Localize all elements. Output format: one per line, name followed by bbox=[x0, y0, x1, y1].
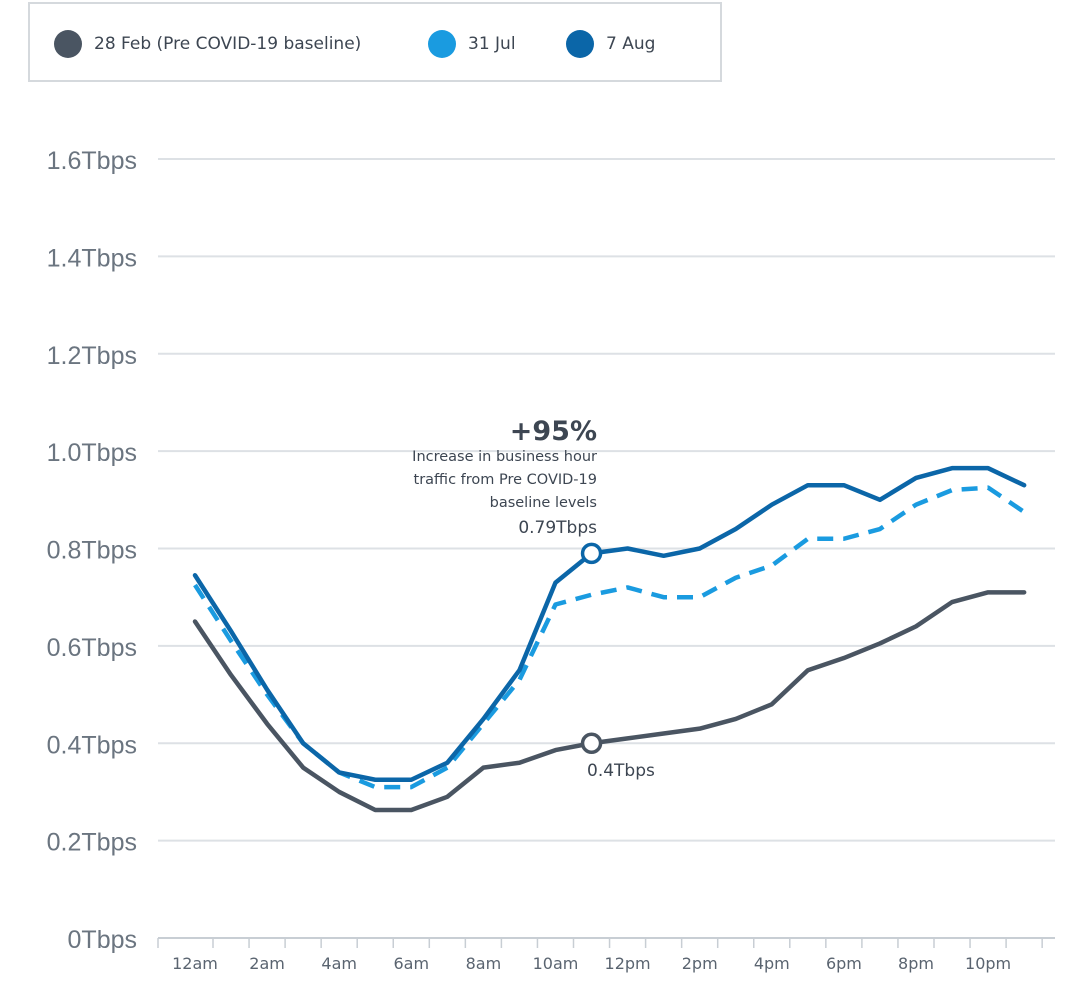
annotation-low-value: 0.4Tbps bbox=[587, 761, 655, 781]
y-tick-label: 1.2Tbps bbox=[47, 342, 137, 370]
legend-item-31jul[interactable]: 31 Jul bbox=[428, 30, 516, 58]
x-tick-label: 4am bbox=[321, 954, 357, 973]
chart-legend: 28 Feb (Pre COVID-19 baseline) 31 Jul 7 … bbox=[28, 2, 722, 82]
series-line-0 bbox=[192, 590, 1027, 813]
legend-item-7aug[interactable]: 7 Aug bbox=[566, 30, 655, 58]
legend-label: 28 Feb (Pre COVID-19 baseline) bbox=[94, 34, 362, 54]
x-tick-label: 8am bbox=[466, 954, 502, 973]
y-tick-label: 1.4Tbps bbox=[47, 244, 137, 272]
x-tick-label: 4pm bbox=[754, 954, 790, 973]
x-tick-label: 2pm bbox=[682, 954, 718, 973]
y-tick-label: 1.0Tbps bbox=[47, 439, 137, 467]
x-tick-label: 8pm bbox=[898, 954, 934, 973]
y-tick-label: 0.8Tbps bbox=[47, 537, 137, 565]
x-tick-label: 10pm bbox=[965, 954, 1011, 973]
x-tick-label: 6am bbox=[394, 954, 430, 973]
x-tick-label: 12pm bbox=[605, 954, 651, 973]
legend-swatch bbox=[566, 30, 594, 58]
x-tick-label: 12am bbox=[172, 954, 218, 973]
legend-swatch bbox=[54, 30, 82, 58]
legend-label: 31 Jul bbox=[468, 34, 516, 54]
x-tick-label: 10am bbox=[533, 954, 579, 973]
y-tick-label: 0.2Tbps bbox=[47, 829, 137, 857]
legend-label: 7 Aug bbox=[606, 34, 656, 54]
highlight-point-low bbox=[580, 732, 603, 754]
x-tick-label: 2am bbox=[249, 954, 285, 973]
series-line-1 bbox=[193, 485, 1026, 790]
annotation-high-value: 0.79Tbps bbox=[518, 518, 597, 538]
legend-item-28feb[interactable]: 28 Feb (Pre COVID-19 baseline) bbox=[54, 30, 361, 58]
series-line-2 bbox=[192, 465, 1027, 783]
x-tick-label: 6pm bbox=[826, 954, 862, 973]
legend-swatch bbox=[428, 30, 456, 58]
annotation-text: Increase in business hour bbox=[412, 449, 597, 465]
y-tick-label: 0Tbps bbox=[68, 926, 137, 954]
annotation-headline: +95% bbox=[510, 416, 597, 447]
y-tick-label: 1.6Tbps bbox=[47, 147, 137, 175]
y-tick-label: 0.4Tbps bbox=[47, 731, 137, 759]
y-tick-label: 0.6Tbps bbox=[47, 634, 137, 662]
highlight-point-high bbox=[580, 542, 603, 565]
annotation-text: baseline levels bbox=[490, 495, 597, 511]
annotation-text: traffic from Pre COVID-19 bbox=[414, 472, 597, 488]
